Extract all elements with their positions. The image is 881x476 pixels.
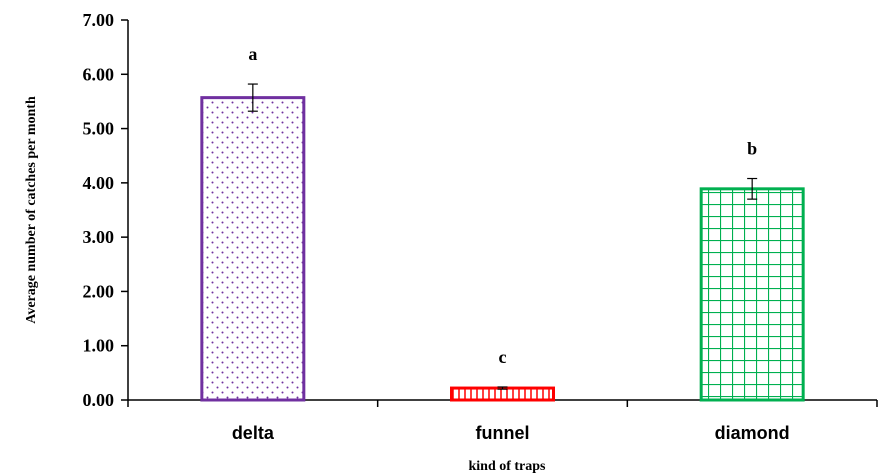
x-axis-label: kind of traps (468, 459, 546, 474)
significance-labels: a c b (248, 44, 757, 367)
significance-label-delta: a (248, 44, 257, 64)
y-tick-label: 2.00 (83, 281, 115, 301)
bar-diamond (699, 187, 805, 402)
y-tick-label: 0.00 (83, 390, 115, 410)
x-tick-label-funnel: funnel (476, 423, 530, 443)
y-tick-label: 1.00 (83, 336, 115, 356)
y-tick-label: 7.00 (83, 10, 115, 30)
y-tick-label: 4.00 (83, 173, 115, 193)
x-tick-labels: delta funnel diamond (232, 423, 790, 443)
bar-delta (200, 96, 306, 402)
y-tick-label: 3.00 (83, 227, 115, 247)
x-tick-label-diamond: diamond (715, 423, 790, 443)
bar-funnel (450, 386, 555, 402)
y-tick-label: 6.00 (83, 64, 115, 84)
error-bar-funnel (497, 386, 508, 390)
significance-label-funnel: c (499, 347, 507, 367)
y-tick-label: 5.00 (83, 119, 115, 139)
error-bar-diamond (747, 177, 758, 200)
y-axis-label: Average number of catches per month (24, 96, 39, 324)
x-tick-label-delta: delta (232, 423, 275, 443)
bars (200, 96, 805, 402)
error-bar-delta (247, 83, 258, 112)
y-tick-labels: 0.00 1.00 2.00 3.00 4.00 5.00 6.00 7.00 (83, 10, 115, 410)
error-bars (247, 83, 758, 390)
significance-label-diamond: b (747, 139, 757, 159)
